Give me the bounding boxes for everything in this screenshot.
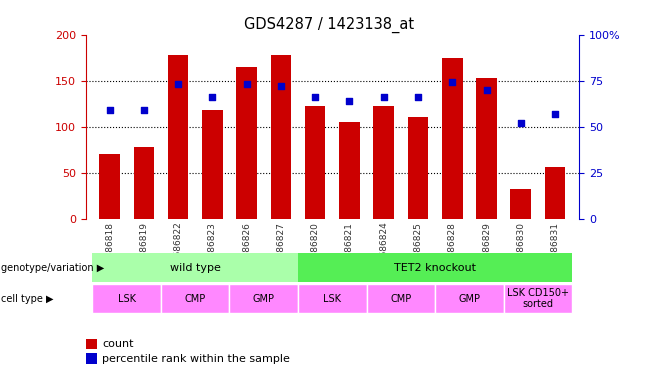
Point — [241, 81, 252, 88]
Point — [550, 111, 561, 117]
Text: TET2 knockout: TET2 knockout — [394, 263, 476, 273]
Point — [515, 120, 526, 126]
Text: cell type ▶: cell type ▶ — [1, 293, 54, 304]
Bar — [476, 78, 497, 219]
Point — [447, 79, 457, 86]
Text: CMP: CMP — [390, 293, 411, 304]
Text: count: count — [102, 339, 134, 349]
Bar — [168, 55, 188, 219]
Bar — [373, 106, 394, 219]
Bar — [339, 122, 360, 219]
Bar — [202, 110, 222, 219]
Bar — [134, 147, 154, 219]
Bar — [408, 117, 428, 219]
Point — [104, 107, 114, 113]
Bar — [442, 58, 463, 219]
Text: genotype/variation ▶: genotype/variation ▶ — [1, 263, 105, 273]
Bar — [545, 167, 565, 219]
Point — [276, 83, 286, 89]
Text: GDS4287 / 1423138_at: GDS4287 / 1423138_at — [244, 17, 414, 33]
Bar — [236, 67, 257, 219]
Point — [173, 81, 184, 88]
Bar — [511, 189, 531, 219]
Point — [207, 94, 218, 100]
Text: wild type: wild type — [170, 263, 220, 273]
Text: GMP: GMP — [459, 293, 480, 304]
Bar — [270, 55, 291, 219]
Text: LSK CD150+
sorted: LSK CD150+ sorted — [507, 288, 569, 310]
Text: GMP: GMP — [253, 293, 275, 304]
Bar — [305, 106, 326, 219]
Bar — [99, 154, 120, 219]
Text: percentile rank within the sample: percentile rank within the sample — [102, 354, 290, 364]
Point — [481, 87, 492, 93]
Text: LSK: LSK — [323, 293, 342, 304]
Point — [139, 107, 149, 113]
Point — [344, 98, 355, 104]
Point — [378, 94, 389, 100]
Text: LSK: LSK — [118, 293, 136, 304]
Text: CMP: CMP — [185, 293, 206, 304]
Point — [310, 94, 320, 100]
Point — [413, 94, 423, 100]
